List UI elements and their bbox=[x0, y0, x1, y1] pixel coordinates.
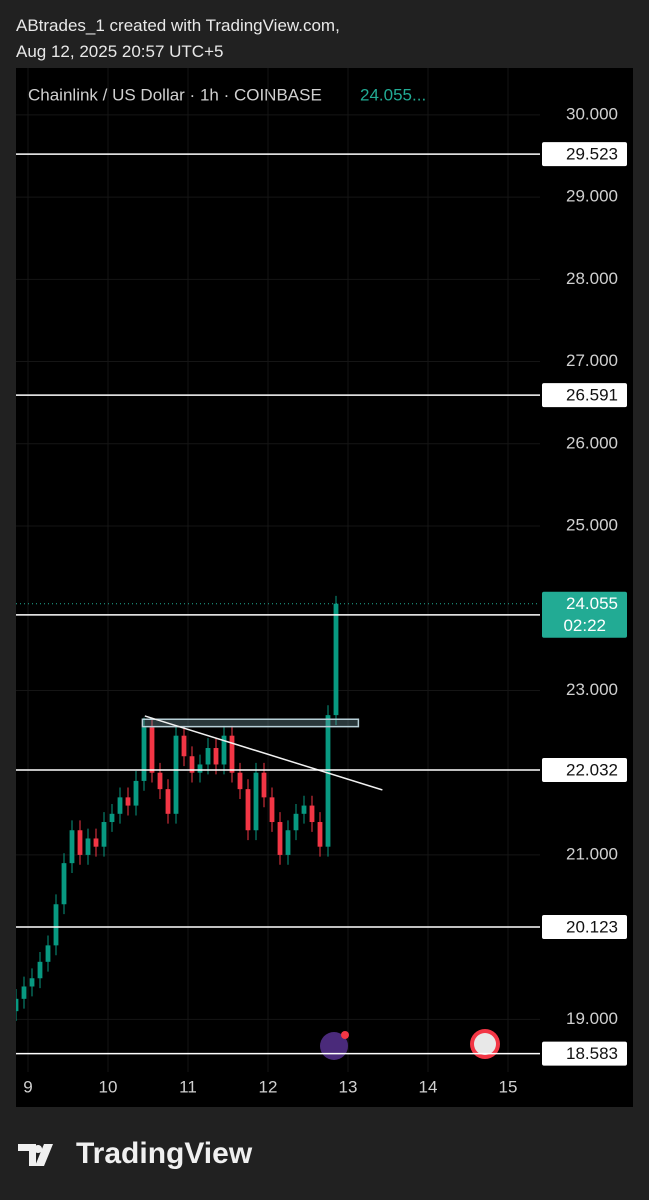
x-tick-label: 11 bbox=[179, 1077, 197, 1096]
level-label: 22.032 bbox=[566, 761, 618, 780]
y-tick-label: 25.000 bbox=[566, 515, 618, 534]
level-label: 18.583 bbox=[566, 1044, 618, 1063]
trendline bbox=[144, 715, 383, 791]
y-tick-label: 19.000 bbox=[566, 1009, 618, 1028]
candle-body bbox=[109, 813, 115, 823]
logo bbox=[18, 1144, 53, 1166]
candle-body bbox=[269, 797, 275, 823]
level-label-box bbox=[542, 383, 627, 408]
chart-panel bbox=[16, 68, 633, 1107]
candle-body bbox=[85, 838, 91, 855]
candle-body bbox=[37, 961, 43, 979]
level-label-box bbox=[542, 758, 627, 783]
candle-body bbox=[69, 830, 75, 864]
candle-body bbox=[181, 735, 187, 757]
candle-body bbox=[45, 945, 51, 962]
candle-body bbox=[133, 780, 139, 806]
candle-body bbox=[261, 772, 267, 798]
level-label: 20.123 bbox=[566, 918, 618, 937]
x-tick-label: 10 bbox=[99, 1077, 118, 1096]
candle-body bbox=[293, 813, 299, 831]
candle-body bbox=[309, 805, 315, 823]
candle-body bbox=[197, 764, 203, 773]
candle-body bbox=[53, 904, 59, 946]
x-tick-label: 14 bbox=[419, 1077, 438, 1096]
candle-body bbox=[117, 797, 123, 814]
candle-body bbox=[205, 748, 211, 765]
candle-body bbox=[21, 986, 27, 999]
last-price-box bbox=[542, 591, 627, 638]
candle-body bbox=[237, 772, 243, 790]
candle-body bbox=[125, 797, 131, 806]
candle-body bbox=[29, 978, 35, 987]
candle-body bbox=[93, 838, 99, 847]
countdown: 02:22 bbox=[563, 616, 606, 635]
last-value-text: 24.055... bbox=[360, 85, 426, 104]
y-tick-label: 21.000 bbox=[566, 844, 618, 863]
level-label: 29.523 bbox=[566, 145, 618, 164]
candle-body bbox=[221, 735, 227, 765]
level-label-box bbox=[542, 142, 627, 167]
candle-body bbox=[245, 789, 251, 831]
candle-body bbox=[16, 998, 19, 1012]
candle-body bbox=[325, 715, 331, 847]
x-tick-label: 9 bbox=[23, 1077, 32, 1096]
candle-body bbox=[141, 727, 147, 781]
last-price-label: 24.055 bbox=[566, 594, 618, 613]
level-label-box bbox=[542, 915, 627, 940]
y-tick-label: 29.000 bbox=[566, 187, 618, 206]
y-tick-label: 27.000 bbox=[566, 351, 618, 370]
candle-body bbox=[213, 748, 219, 765]
candle-body bbox=[149, 727, 155, 773]
candle-body bbox=[285, 830, 291, 855]
candle-body bbox=[101, 822, 107, 847]
candle-body bbox=[301, 805, 307, 814]
y-tick-label: 28.000 bbox=[566, 269, 618, 288]
y-tick-label: 30.000 bbox=[566, 104, 618, 123]
x-tick-label: 15 bbox=[499, 1077, 518, 1096]
x-tick-label: 12 bbox=[259, 1077, 278, 1096]
candle-body bbox=[277, 822, 283, 855]
candle-body bbox=[229, 735, 235, 773]
y-tick-label: 23.000 bbox=[566, 680, 618, 699]
candle-body bbox=[157, 772, 163, 790]
candle-body bbox=[61, 863, 67, 905]
symbol-title: Chainlink / US Dollar · 1h · COINBASE bbox=[28, 85, 322, 104]
candle-body bbox=[253, 772, 259, 831]
candle-body bbox=[333, 603, 339, 716]
zone bbox=[141, 718, 360, 728]
brand: TradingView bbox=[76, 1137, 253, 1170]
author-line: ABtrades_1 created with TradingView.com, bbox=[16, 16, 340, 35]
level-label-box bbox=[542, 1041, 627, 1066]
candle-body bbox=[173, 735, 179, 814]
candle-body bbox=[317, 822, 323, 847]
candle-body bbox=[77, 830, 83, 855]
level-label: 26.591 bbox=[566, 386, 618, 405]
candle-body bbox=[165, 789, 171, 814]
candle-body bbox=[189, 756, 195, 773]
x-tick-label: 13 bbox=[339, 1077, 358, 1096]
y-tick-label: 26.000 bbox=[566, 433, 618, 452]
date-line: Aug 12, 2025 20:57 UTC+5 bbox=[16, 42, 224, 61]
